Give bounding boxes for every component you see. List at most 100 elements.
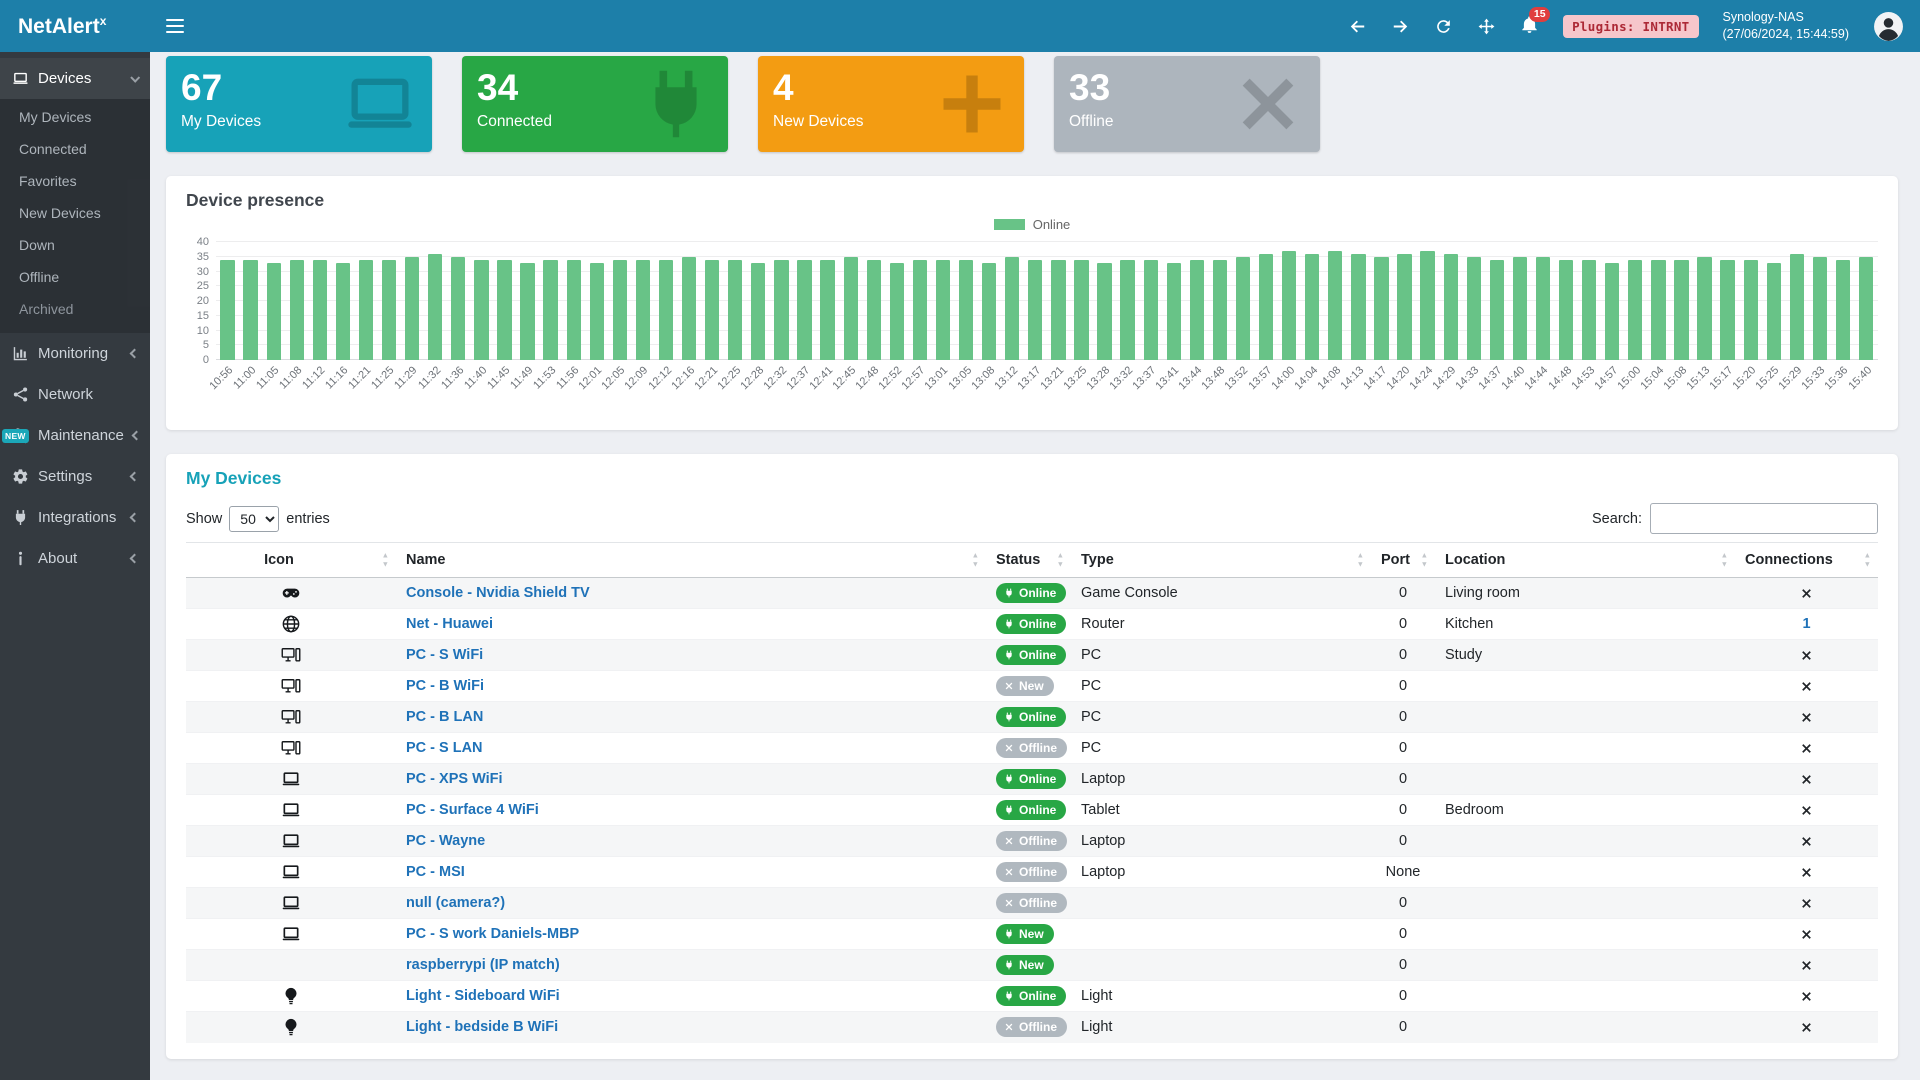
column-header-type[interactable]: Type ▲ ▼: [1071, 542, 1371, 578]
chart-bar[interactable]: [1512, 256, 1528, 360]
chart-bar[interactable]: [705, 259, 720, 360]
sidebar-item-devices[interactable]: Devices: [0, 58, 150, 99]
sidebar-item-settings[interactable]: Settings: [0, 456, 150, 497]
chart-bar[interactable]: [1005, 256, 1020, 360]
chart-bar[interactable]: [1281, 250, 1297, 360]
chart-bar[interactable]: [1397, 253, 1412, 360]
chart-bar[interactable]: [1305, 253, 1320, 360]
sidebar-subitem-connected[interactable]: Connected: [19, 141, 87, 157]
chart-bar[interactable]: [1466, 256, 1481, 360]
sidebar-subitem-archived[interactable]: Archived: [19, 301, 74, 317]
chart-bar[interactable]: [1420, 250, 1435, 360]
chart-bar[interactable]: [1258, 253, 1274, 360]
device-link[interactable]: null (camera?): [406, 895, 506, 911]
device-link[interactable]: Light - Sideboard WiFi: [406, 988, 560, 1004]
device-link[interactable]: raspberrypi (IP match): [406, 957, 560, 973]
page-size-select[interactable]: 50: [229, 505, 280, 532]
chart-bar[interactable]: [935, 259, 951, 360]
search-input[interactable]: [1650, 503, 1878, 534]
sidebar-item-monitoring[interactable]: Monitoring: [0, 333, 150, 374]
chart-bar[interactable]: [1835, 259, 1851, 360]
column-header-name[interactable]: Name ▲ ▼: [396, 542, 986, 578]
chart-bar[interactable]: [1235, 256, 1251, 360]
sidebar-item-integrations[interactable]: Integrations: [0, 497, 150, 538]
fullscreen-move-icon[interactable]: [1477, 17, 1496, 36]
summary-card-new-devices[interactable]: 4 New Devices: [758, 56, 1024, 152]
chart-bar[interactable]: [1582, 259, 1597, 360]
chart-bar[interactable]: [1766, 262, 1781, 360]
chart-bar[interactable]: [635, 259, 651, 360]
device-link[interactable]: PC - S LAN: [406, 740, 483, 756]
chart-bar[interactable]: [428, 253, 443, 360]
chart-bar[interactable]: [1628, 259, 1643, 360]
chart-bar[interactable]: [312, 259, 327, 360]
connections-link[interactable]: 1: [1802, 616, 1811, 632]
summary-card-my-devices[interactable]: 67 My Devices: [166, 56, 432, 152]
chart-bar[interactable]: [1720, 259, 1735, 360]
chart-bar[interactable]: [728, 259, 743, 360]
chart-bar[interactable]: [1074, 259, 1089, 360]
chart-bar[interactable]: [1443, 253, 1458, 360]
chart-bar[interactable]: [474, 259, 489, 360]
refresh-icon[interactable]: [1434, 17, 1453, 36]
chart-bar[interactable]: [1789, 253, 1804, 360]
device-link[interactable]: PC - S WiFi: [406, 647, 484, 663]
chart-bar[interactable]: [1351, 253, 1366, 360]
sidebar-item-network[interactable]: Network: [0, 374, 150, 415]
column-header-status[interactable]: Status ▲ ▼: [986, 542, 1071, 578]
notifications-button[interactable]: 15: [1520, 6, 1551, 38]
chart-bar[interactable]: [1328, 250, 1343, 360]
device-link[interactable]: Net - Huawei: [406, 616, 494, 632]
chart-bar[interactable]: [451, 256, 466, 360]
chart-bar[interactable]: [866, 259, 881, 360]
chart-bar[interactable]: [243, 259, 258, 360]
chart-bar[interactable]: [1651, 259, 1666, 360]
summary-card-connected[interactable]: 34 Connected: [462, 56, 728, 152]
user-avatar[interactable]: [1873, 11, 1904, 42]
chart-bar[interactable]: [1605, 262, 1620, 360]
chart-bar[interactable]: [1051, 259, 1066, 360]
chart-bar[interactable]: [958, 259, 974, 360]
chart-bar[interactable]: [1535, 256, 1551, 360]
chart-bar[interactable]: [1697, 256, 1712, 360]
plugins-status-badge[interactable]: Plugins: INTRNT: [1563, 14, 1699, 38]
nav-back-icon[interactable]: [1348, 17, 1367, 36]
chart-bar[interactable]: [1028, 259, 1043, 360]
menu-toggle-button[interactable]: [166, 15, 184, 37]
summary-card-offline[interactable]: 33 Offline: [1054, 56, 1320, 152]
chart-bar[interactable]: [335, 262, 351, 360]
chart-bar[interactable]: [751, 262, 766, 360]
chart-bar[interactable]: [566, 259, 581, 360]
chart-bar[interactable]: [358, 259, 374, 360]
sidebar-item-about[interactable]: About: [0, 538, 150, 579]
chart-bar[interactable]: [1143, 259, 1158, 360]
chart-bar[interactable]: [612, 259, 628, 360]
device-link[interactable]: PC - Wayne: [406, 833, 486, 849]
device-link[interactable]: PC - B LAN: [406, 709, 484, 725]
chart-bar[interactable]: [381, 259, 397, 360]
chart-bar[interactable]: [1489, 259, 1504, 360]
column-header-location[interactable]: Location ▲ ▼: [1435, 542, 1735, 578]
sidebar-subitem-new-devices[interactable]: New Devices: [19, 205, 101, 221]
device-link[interactable]: PC - S work Daniels-MBP: [406, 926, 580, 942]
chart-bar[interactable]: [1674, 259, 1689, 360]
chart-bar[interactable]: [1558, 259, 1574, 360]
chart-legend[interactable]: Online: [186, 217, 1878, 232]
device-link[interactable]: PC - Surface 4 WiFi: [406, 802, 539, 818]
chart-bar[interactable]: [797, 259, 812, 360]
device-link[interactable]: PC - XPS WiFi: [406, 771, 503, 787]
column-header-port[interactable]: Port ▲ ▼: [1371, 542, 1435, 578]
chart-bar[interactable]: [589, 262, 604, 360]
sidebar-subitem-favorites[interactable]: Favorites: [19, 173, 77, 189]
sidebar-subitem-offline[interactable]: Offline: [19, 269, 60, 285]
sidebar-subitem-my-devices[interactable]: My Devices: [19, 109, 92, 125]
chart-bar[interactable]: [681, 256, 697, 360]
chart-bar[interactable]: [220, 259, 235, 360]
chart-bar[interactable]: [543, 259, 558, 360]
chart-bar[interactable]: [843, 256, 858, 360]
chart-bar[interactable]: [1743, 259, 1758, 360]
chart-bar[interactable]: [658, 259, 674, 360]
device-link[interactable]: PC - B WiFi: [406, 678, 485, 694]
column-header-connections[interactable]: Connections ▲ ▼: [1735, 542, 1878, 578]
nav-forward-icon[interactable]: [1391, 17, 1410, 36]
